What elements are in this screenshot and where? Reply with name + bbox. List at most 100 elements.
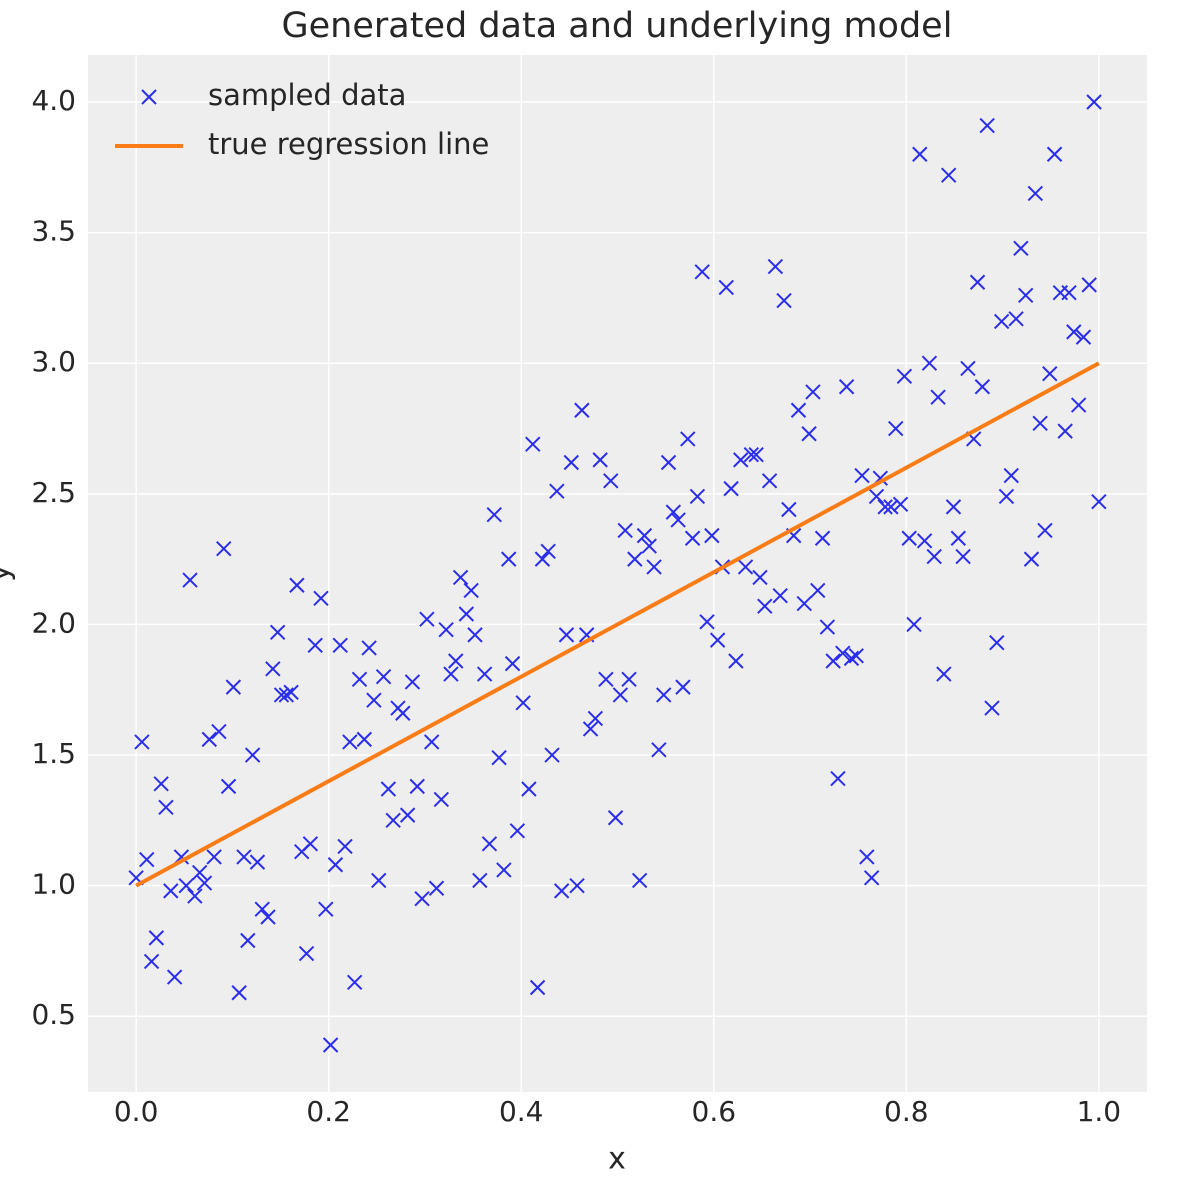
data-point bbox=[709, 632, 726, 648]
data-point bbox=[196, 875, 213, 891]
data-point bbox=[467, 627, 483, 643]
data-point bbox=[236, 849, 252, 865]
data-point bbox=[868, 488, 885, 505]
data-point bbox=[607, 810, 624, 826]
data-point bbox=[1017, 287, 1034, 304]
data-point bbox=[888, 420, 904, 437]
y-tick-label: 3.0 bbox=[31, 345, 76, 378]
data-point bbox=[569, 877, 585, 894]
x-axis-label: x bbox=[608, 1142, 626, 1177]
data-point bbox=[302, 836, 319, 852]
data-point bbox=[1066, 324, 1082, 340]
data-point bbox=[244, 747, 261, 763]
data-point bbox=[496, 862, 512, 878]
data-point bbox=[1042, 365, 1058, 382]
data-point bbox=[1013, 240, 1029, 257]
y-tick-label: 0.5 bbox=[31, 998, 76, 1031]
data-point bbox=[1023, 551, 1040, 567]
data-point bbox=[220, 778, 237, 795]
data-point bbox=[191, 864, 208, 881]
data-point bbox=[153, 776, 169, 792]
data-point bbox=[366, 692, 382, 708]
data-point bbox=[757, 598, 773, 614]
data-point bbox=[452, 569, 469, 586]
data-point bbox=[404, 674, 421, 690]
data-point bbox=[318, 901, 334, 917]
data-point bbox=[689, 488, 706, 505]
data-point bbox=[912, 146, 928, 162]
data-point bbox=[463, 582, 479, 599]
data-point bbox=[278, 687, 295, 703]
data-point bbox=[283, 684, 299, 701]
data-point bbox=[1061, 284, 1077, 301]
data-point bbox=[906, 616, 922, 633]
data-point bbox=[414, 890, 430, 907]
data-point bbox=[399, 807, 416, 823]
data-point bbox=[680, 431, 696, 447]
data-point bbox=[515, 695, 531, 711]
data-point bbox=[955, 548, 971, 565]
data-point bbox=[371, 872, 387, 889]
data-point bbox=[877, 499, 893, 515]
y-tick-label: 4.0 bbox=[31, 84, 76, 117]
y-axis-label: y bbox=[0, 564, 17, 582]
data-point bbox=[814, 530, 831, 546]
data-point bbox=[636, 527, 653, 544]
data-point bbox=[582, 721, 599, 737]
data-point bbox=[896, 368, 913, 384]
data-point bbox=[1032, 415, 1048, 432]
plot-area bbox=[88, 55, 1147, 1092]
data-point bbox=[148, 930, 165, 946]
data-point bbox=[617, 522, 633, 539]
data-point bbox=[134, 734, 150, 750]
data-point bbox=[166, 969, 183, 985]
data-point bbox=[1075, 329, 1092, 345]
data-point bbox=[521, 781, 537, 797]
data-point bbox=[139, 851, 155, 868]
data-point bbox=[163, 883, 179, 899]
data-point bbox=[322, 1037, 339, 1053]
data-point bbox=[926, 548, 942, 565]
data-point bbox=[984, 700, 1000, 716]
data-point bbox=[631, 872, 648, 889]
x-tick-label: 0.4 bbox=[499, 1095, 544, 1128]
data-point bbox=[761, 473, 778, 489]
data-point bbox=[472, 872, 488, 889]
chart-title: Generated data and underlying model bbox=[282, 6, 953, 46]
data-point bbox=[960, 360, 976, 377]
data-point bbox=[529, 979, 546, 996]
data-point bbox=[298, 945, 315, 962]
data-point bbox=[273, 687, 290, 703]
regression-line bbox=[135, 361, 1100, 888]
data-point bbox=[313, 590, 329, 607]
data-point bbox=[587, 710, 604, 727]
data-point bbox=[998, 488, 1015, 505]
legend: sampled data true regression line bbox=[115, 78, 489, 161]
data-point bbox=[211, 723, 227, 740]
data-point bbox=[1091, 493, 1107, 510]
data-point bbox=[486, 507, 502, 523]
data-point bbox=[240, 932, 256, 949]
data-point bbox=[158, 799, 174, 815]
data-point bbox=[231, 985, 247, 1001]
data-point bbox=[525, 436, 541, 452]
data-point bbox=[969, 274, 986, 290]
data-point bbox=[723, 480, 739, 497]
data-point bbox=[534, 551, 551, 567]
data-point bbox=[733, 452, 749, 468]
data-point bbox=[704, 527, 720, 544]
data-point bbox=[356, 731, 373, 748]
data-point bbox=[901, 530, 917, 546]
data-point bbox=[225, 679, 242, 695]
data-point bbox=[950, 530, 967, 546]
x-tick-label: 0.2 bbox=[306, 1095, 351, 1128]
data-point bbox=[612, 687, 629, 703]
data-point bbox=[201, 731, 218, 748]
data-point bbox=[307, 637, 323, 654]
data-point bbox=[718, 279, 734, 296]
data-point bbox=[419, 611, 435, 627]
y-tick-label: 1.5 bbox=[31, 737, 76, 770]
data-point bbox=[143, 953, 160, 970]
x-tick-label: 0.8 bbox=[884, 1095, 929, 1128]
data-point bbox=[1027, 185, 1044, 202]
